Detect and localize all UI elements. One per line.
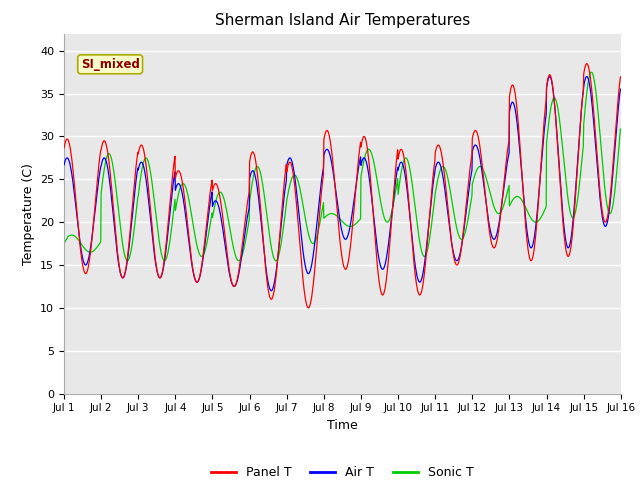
Title: Sherman Island Air Temperatures: Sherman Island Air Temperatures: [215, 13, 470, 28]
X-axis label: Time: Time: [327, 419, 358, 432]
Legend: Panel T, Air T, Sonic T: Panel T, Air T, Sonic T: [206, 461, 479, 480]
Text: SI_mixed: SI_mixed: [81, 58, 140, 71]
Y-axis label: Temperature (C): Temperature (C): [22, 163, 35, 264]
